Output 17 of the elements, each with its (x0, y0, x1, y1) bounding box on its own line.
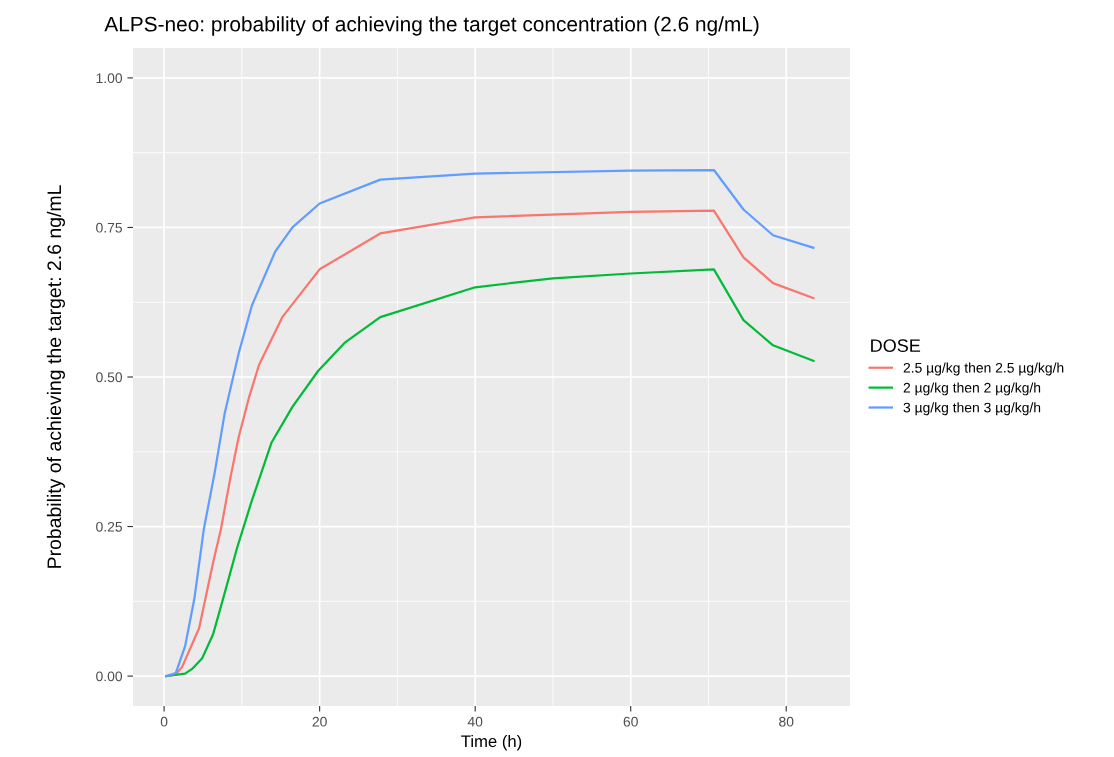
legend-label: 2 µg/kg then 2 µg/kg/h (903, 382, 1041, 396)
x-tick-label: 60 (623, 716, 638, 727)
x-tick-label: 40 (467, 716, 483, 727)
legend-title: DOSE (871, 339, 921, 353)
y-tick-label: 0.00 (96, 671, 123, 682)
y-tick-label: 1.00 (96, 73, 123, 84)
x-tick-label: 20 (312, 716, 327, 727)
y-tick-label: 0.25 (96, 521, 122, 532)
legend-label: 3 µg/kg then 3 µg/kg/h (903, 402, 1041, 416)
x-tick-label: 80 (779, 716, 794, 727)
x-tick-label: 0 (160, 716, 168, 727)
legend-label: 2.5 µg/kg then 2.5 µg/kg/h (903, 362, 1064, 376)
y-axis-title: Probability of achieving the target: 2.6 ng/mL (46, 185, 65, 568)
x-axis-title: Time (h) (461, 734, 522, 751)
chart-title: ALPS-neo: probability of achieving the target concentration (2.6 ng/mL) (104, 16, 759, 36)
y-tick-label: 0.75 (96, 222, 122, 233)
y-tick-label: 0.50 (96, 372, 123, 383)
